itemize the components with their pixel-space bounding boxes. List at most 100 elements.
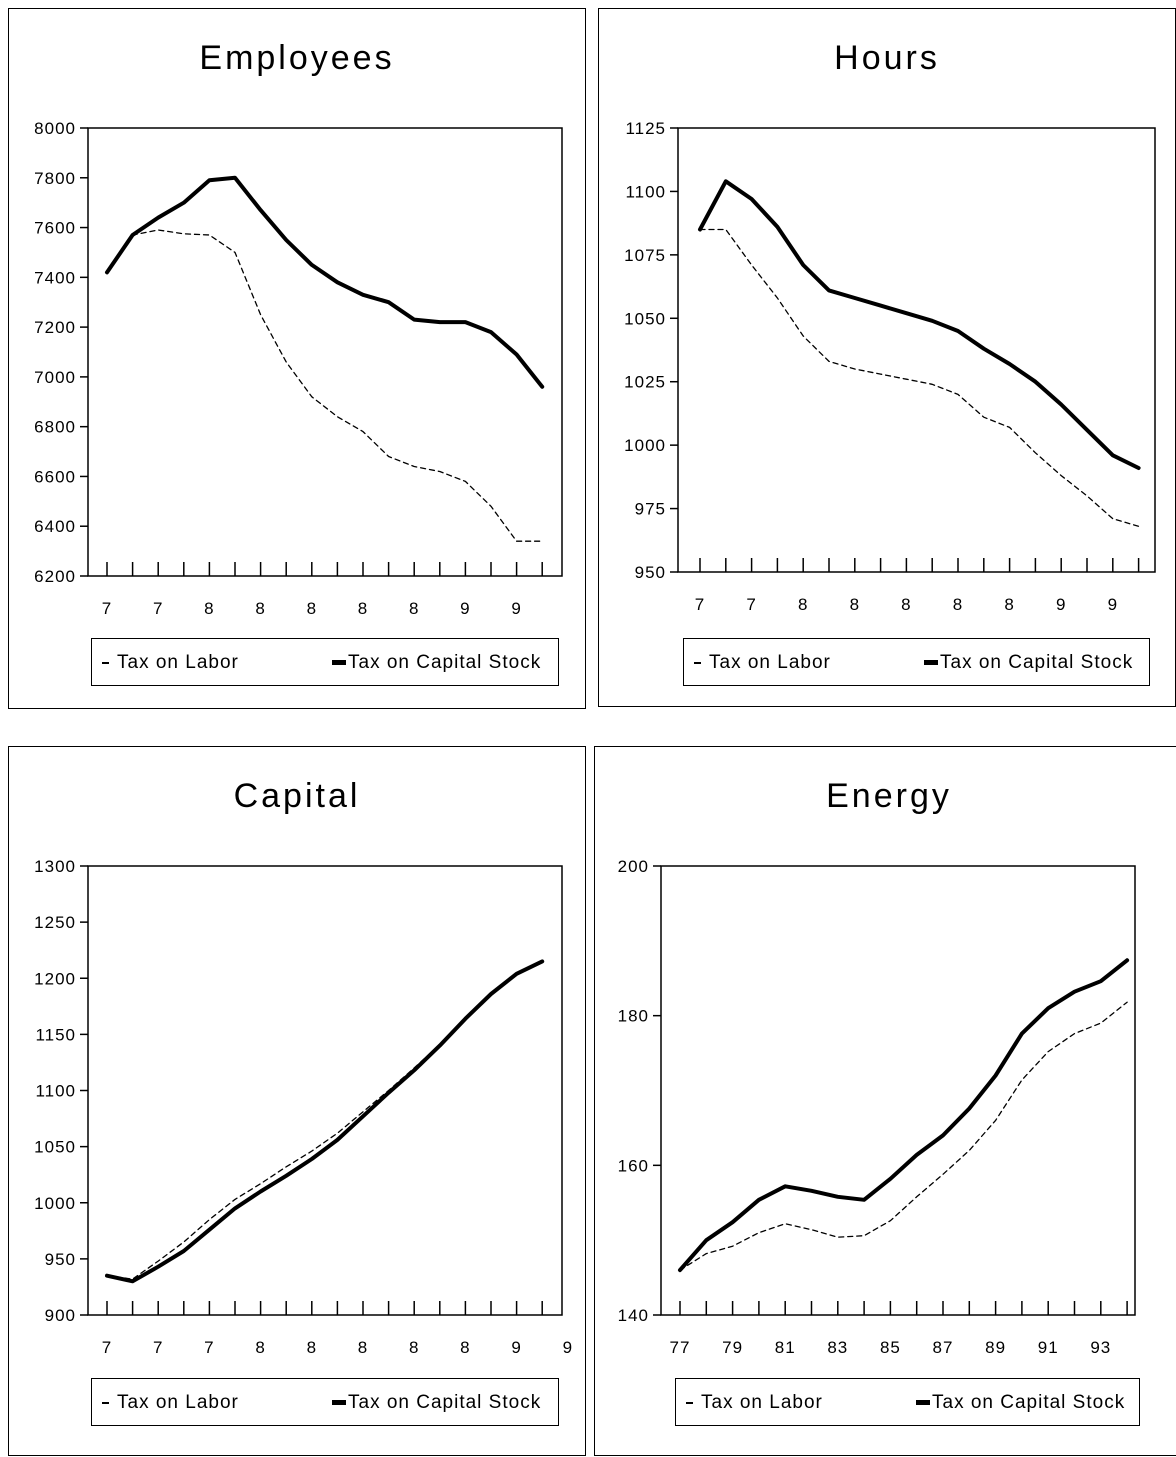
x-tick-label: 7 xyxy=(695,595,705,614)
legend-swatch-solid xyxy=(332,1400,346,1406)
series-line-tax-on-capital-stock xyxy=(105,175,545,389)
y-tick-label: 200 xyxy=(618,857,649,876)
y-tick-label: 1250 xyxy=(34,913,76,932)
x-tick-label: 8 xyxy=(460,1338,470,1357)
chart-panel-employees: Employees 6200 6400 6600 6800 7000 7200 7400 76… xyxy=(8,8,586,709)
legend: Tax on Labor Tax on Capital Stock xyxy=(683,638,1150,686)
x-tick-label: 8 xyxy=(798,595,808,614)
x-tick-label: 7 xyxy=(102,599,112,618)
y-tick-label: 1025 xyxy=(624,373,666,392)
y-tick-label: 1000 xyxy=(34,1194,76,1213)
x-tick-label: 79 xyxy=(722,1338,743,1357)
x-tick-label: 8 xyxy=(255,599,265,618)
plot-area: 900 950 1000 1050 1100 1150 1200 1250 1300 7 7 7 8 8 8… xyxy=(34,857,573,1357)
y-tick-label: 8000 xyxy=(34,119,76,138)
y-tick-label: 1050 xyxy=(34,1138,76,1157)
y-tick-label: 7800 xyxy=(34,169,76,188)
legend-swatch-dashed xyxy=(686,1401,693,1404)
x-tick-label: 85 xyxy=(880,1338,901,1357)
x-tick-label: 8 xyxy=(409,1338,419,1357)
plot-frame xyxy=(87,865,563,1316)
series-line-tax-on-capital-stock xyxy=(105,959,545,1284)
x-tick-label: 8 xyxy=(850,595,860,614)
legend: Tax on Labor Tax on Capital Stock xyxy=(91,638,559,686)
y-tick-label: 1000 xyxy=(624,436,666,455)
x-tick-label: 9 xyxy=(511,599,521,618)
x-tick-label: 7 xyxy=(102,1338,112,1357)
x-tick-label: 8 xyxy=(409,599,419,618)
y-tick-label: 1100 xyxy=(35,1082,76,1101)
legend-swatch-solid xyxy=(916,1400,930,1406)
y-tick-label: 6400 xyxy=(34,517,76,536)
chart-panel-capital: Capital 900 950 1000 1050 1100 1150 1200 1250 13… xyxy=(8,746,586,1456)
x-tick-label: 89 xyxy=(985,1338,1006,1357)
x-tick-label: 87 xyxy=(933,1338,954,1357)
legend-item-labor: Tax on Labor xyxy=(102,652,239,674)
x-tick-label: 83 xyxy=(827,1338,848,1357)
legend-swatch-dashed xyxy=(694,661,701,664)
x-tick-label: 7 xyxy=(153,599,163,618)
legend-item-labor: Tax on Labor xyxy=(102,1392,239,1414)
y-tick-label: 1150 xyxy=(35,1025,76,1044)
y-tick-label: 7600 xyxy=(34,219,76,238)
x-tick-label: 7 xyxy=(204,1338,214,1357)
y-tick-label: 6200 xyxy=(34,567,76,586)
series-line-tax-on-capital-stock xyxy=(678,958,1130,1273)
y-tick-label: 6800 xyxy=(34,418,76,437)
legend-item-capital: Tax on Capital Stock xyxy=(332,652,541,674)
y-tick-label: 180 xyxy=(618,1007,649,1026)
y-tick-label: 1050 xyxy=(624,309,666,328)
plot-frame xyxy=(87,127,563,577)
y-tick-label: 7200 xyxy=(34,318,76,337)
plot-area: 950 975 1000 1025 1050 1075 1100 1125 7 7 8 8 8 8 8 9 9 xyxy=(624,119,1156,614)
y-tick-label: 160 xyxy=(618,1156,649,1175)
legend-item-capital: Tax on Capital Stock xyxy=(924,652,1133,674)
x-tick-label: 8 xyxy=(953,595,963,614)
series-line-tax-on-labor xyxy=(699,228,1140,527)
chart-title: Energy xyxy=(826,777,952,815)
plot-area: 140 160 180 200 77 79 81 83 85 87 89 91 93 xyxy=(618,857,1136,1357)
x-tick-label: 8 xyxy=(307,599,317,618)
legend-item-labor: Tax on Labor xyxy=(694,652,831,674)
x-tick-label: 8 xyxy=(307,1338,317,1357)
x-tick-label: 8 xyxy=(1004,595,1014,614)
legend: Tax on Labor Tax on Capital Stock xyxy=(675,1378,1140,1426)
y-tick-label: 1125 xyxy=(625,119,666,138)
x-tick-label: 93 xyxy=(1090,1338,1111,1357)
y-tick-label: 950 xyxy=(45,1250,76,1269)
y-tick-label: 1075 xyxy=(624,246,666,265)
x-tick-label: 8 xyxy=(901,595,911,614)
legend-swatch-dashed xyxy=(102,661,109,664)
plot-frame xyxy=(677,127,1156,573)
x-tick-label: 91 xyxy=(1038,1338,1059,1357)
x-tick-label: 9 xyxy=(511,1338,521,1357)
y-tick-label: 900 xyxy=(45,1306,76,1325)
chart-title: Hours xyxy=(834,39,940,77)
x-tick-label: 8 xyxy=(255,1338,265,1357)
x-tick-label: 7 xyxy=(746,595,756,614)
y-tick-label: 1100 xyxy=(625,182,666,201)
x-tick-label: 8 xyxy=(204,599,214,618)
y-tick-label: 950 xyxy=(635,563,666,582)
chart-title: Capital xyxy=(233,777,361,815)
y-tick-label: 1300 xyxy=(34,857,76,876)
x-tick-label: 77 xyxy=(670,1338,691,1357)
x-tick-label: 9 xyxy=(1108,595,1118,614)
y-tick-label: 1200 xyxy=(34,969,76,988)
series-line-tax-on-labor xyxy=(679,1001,1128,1271)
x-tick-label: 9 xyxy=(460,599,470,618)
x-tick-label: 9 xyxy=(563,1338,573,1357)
y-tick-label: 975 xyxy=(635,500,666,519)
x-tick-label: 81 xyxy=(775,1338,796,1357)
series-line-tax-on-labor xyxy=(106,229,543,542)
legend-swatch-solid xyxy=(924,660,938,666)
chart-title: Employees xyxy=(199,39,395,77)
y-tick-label: 140 xyxy=(618,1306,649,1325)
x-tick-label: 9 xyxy=(1056,595,1066,614)
series-line-tax-on-labor xyxy=(106,960,543,1280)
x-tick-label: 8 xyxy=(358,599,368,618)
legend-item-capital: Tax on Capital Stock xyxy=(332,1392,541,1414)
plot-area: 6200 6400 6600 6800 7000 7200 7400 7600 7800 8000… xyxy=(34,119,563,618)
x-tick-label: 7 xyxy=(153,1338,163,1357)
legend-item-capital: Tax on Capital Stock xyxy=(916,1392,1125,1414)
